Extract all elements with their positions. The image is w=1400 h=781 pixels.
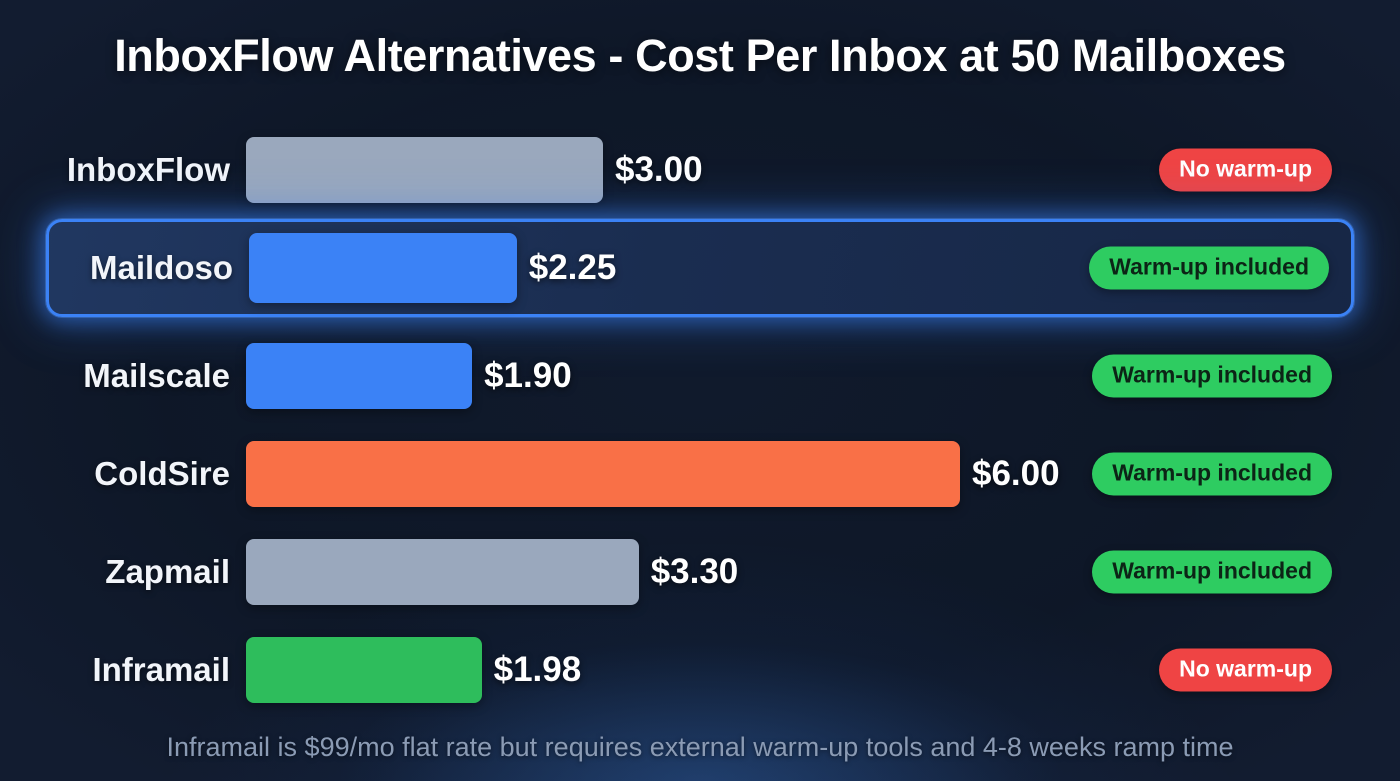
value-bar xyxy=(246,539,639,605)
row-label: Maildoso xyxy=(89,249,233,286)
status-badge: Warm-up included xyxy=(1092,452,1332,496)
row-label: Mailscale xyxy=(83,357,230,394)
badge-slot: Warm-up included xyxy=(1092,354,1332,398)
value-bar xyxy=(246,637,482,703)
row-label: ColdSire xyxy=(94,455,230,492)
chart-row: Maildoso $2.25 Warm-up included xyxy=(46,219,1354,317)
value-label: $6.00 xyxy=(972,454,1060,493)
value-bar xyxy=(246,441,960,507)
row-label: Inframail xyxy=(92,651,230,688)
chart-row: Mailscale $1.90 Warm-up included xyxy=(0,337,1400,415)
chart-row: InboxFlow $3.00 No warm-up xyxy=(0,131,1400,209)
value-label: $1.90 xyxy=(484,356,572,395)
badge-slot: Warm-up included xyxy=(1089,246,1329,290)
chart-footnote: Inframail is $99/mo flat rate but requir… xyxy=(166,732,1234,762)
value-label: $3.30 xyxy=(650,552,739,591)
chart-row: Inframail $1.98 No warm-up xyxy=(0,631,1400,709)
value-bar xyxy=(249,233,517,303)
badge-slot: Warm-up included xyxy=(1092,452,1332,496)
status-badge: Warm-up included xyxy=(1092,354,1332,398)
status-badge: No warm-up xyxy=(1159,648,1332,692)
badge-slot: No warm-up xyxy=(1159,148,1332,192)
bar-area: $1.98 xyxy=(246,631,581,709)
bar-area: $3.30 xyxy=(246,533,738,611)
chart-row: ColdSire $6.00 Warm-up included xyxy=(0,435,1400,513)
value-label: $1.98 xyxy=(493,650,582,689)
value-bar xyxy=(246,343,473,409)
badge-slot: Warm-up included xyxy=(1092,550,1332,594)
status-badge: No warm-up xyxy=(1159,148,1332,192)
status-badge: Warm-up included xyxy=(1089,246,1329,290)
row-label: InboxFlow xyxy=(66,151,230,188)
bar-area: $2.25 xyxy=(249,222,616,314)
row-label: Zapmail xyxy=(105,553,230,590)
bar-chart-rows: InboxFlow $3.00 No warm-up Maildoso $2.25 War… xyxy=(0,131,1400,709)
value-bar xyxy=(246,137,603,203)
chart-row: Zapmail $3.30 Warm-up included xyxy=(0,533,1400,611)
bar-area: $6.00 xyxy=(246,435,1060,513)
value-label: $2.25 xyxy=(528,248,617,287)
status-badge: Warm-up included xyxy=(1092,550,1332,594)
value-label: $3.00 xyxy=(615,150,703,189)
badge-slot: No warm-up xyxy=(1159,648,1332,692)
page-title: InboxFlow Alternatives - Cost Per Inbox … xyxy=(114,30,1286,81)
bar-area: $1.90 xyxy=(246,337,572,415)
bar-area: $3.00 xyxy=(246,131,703,209)
